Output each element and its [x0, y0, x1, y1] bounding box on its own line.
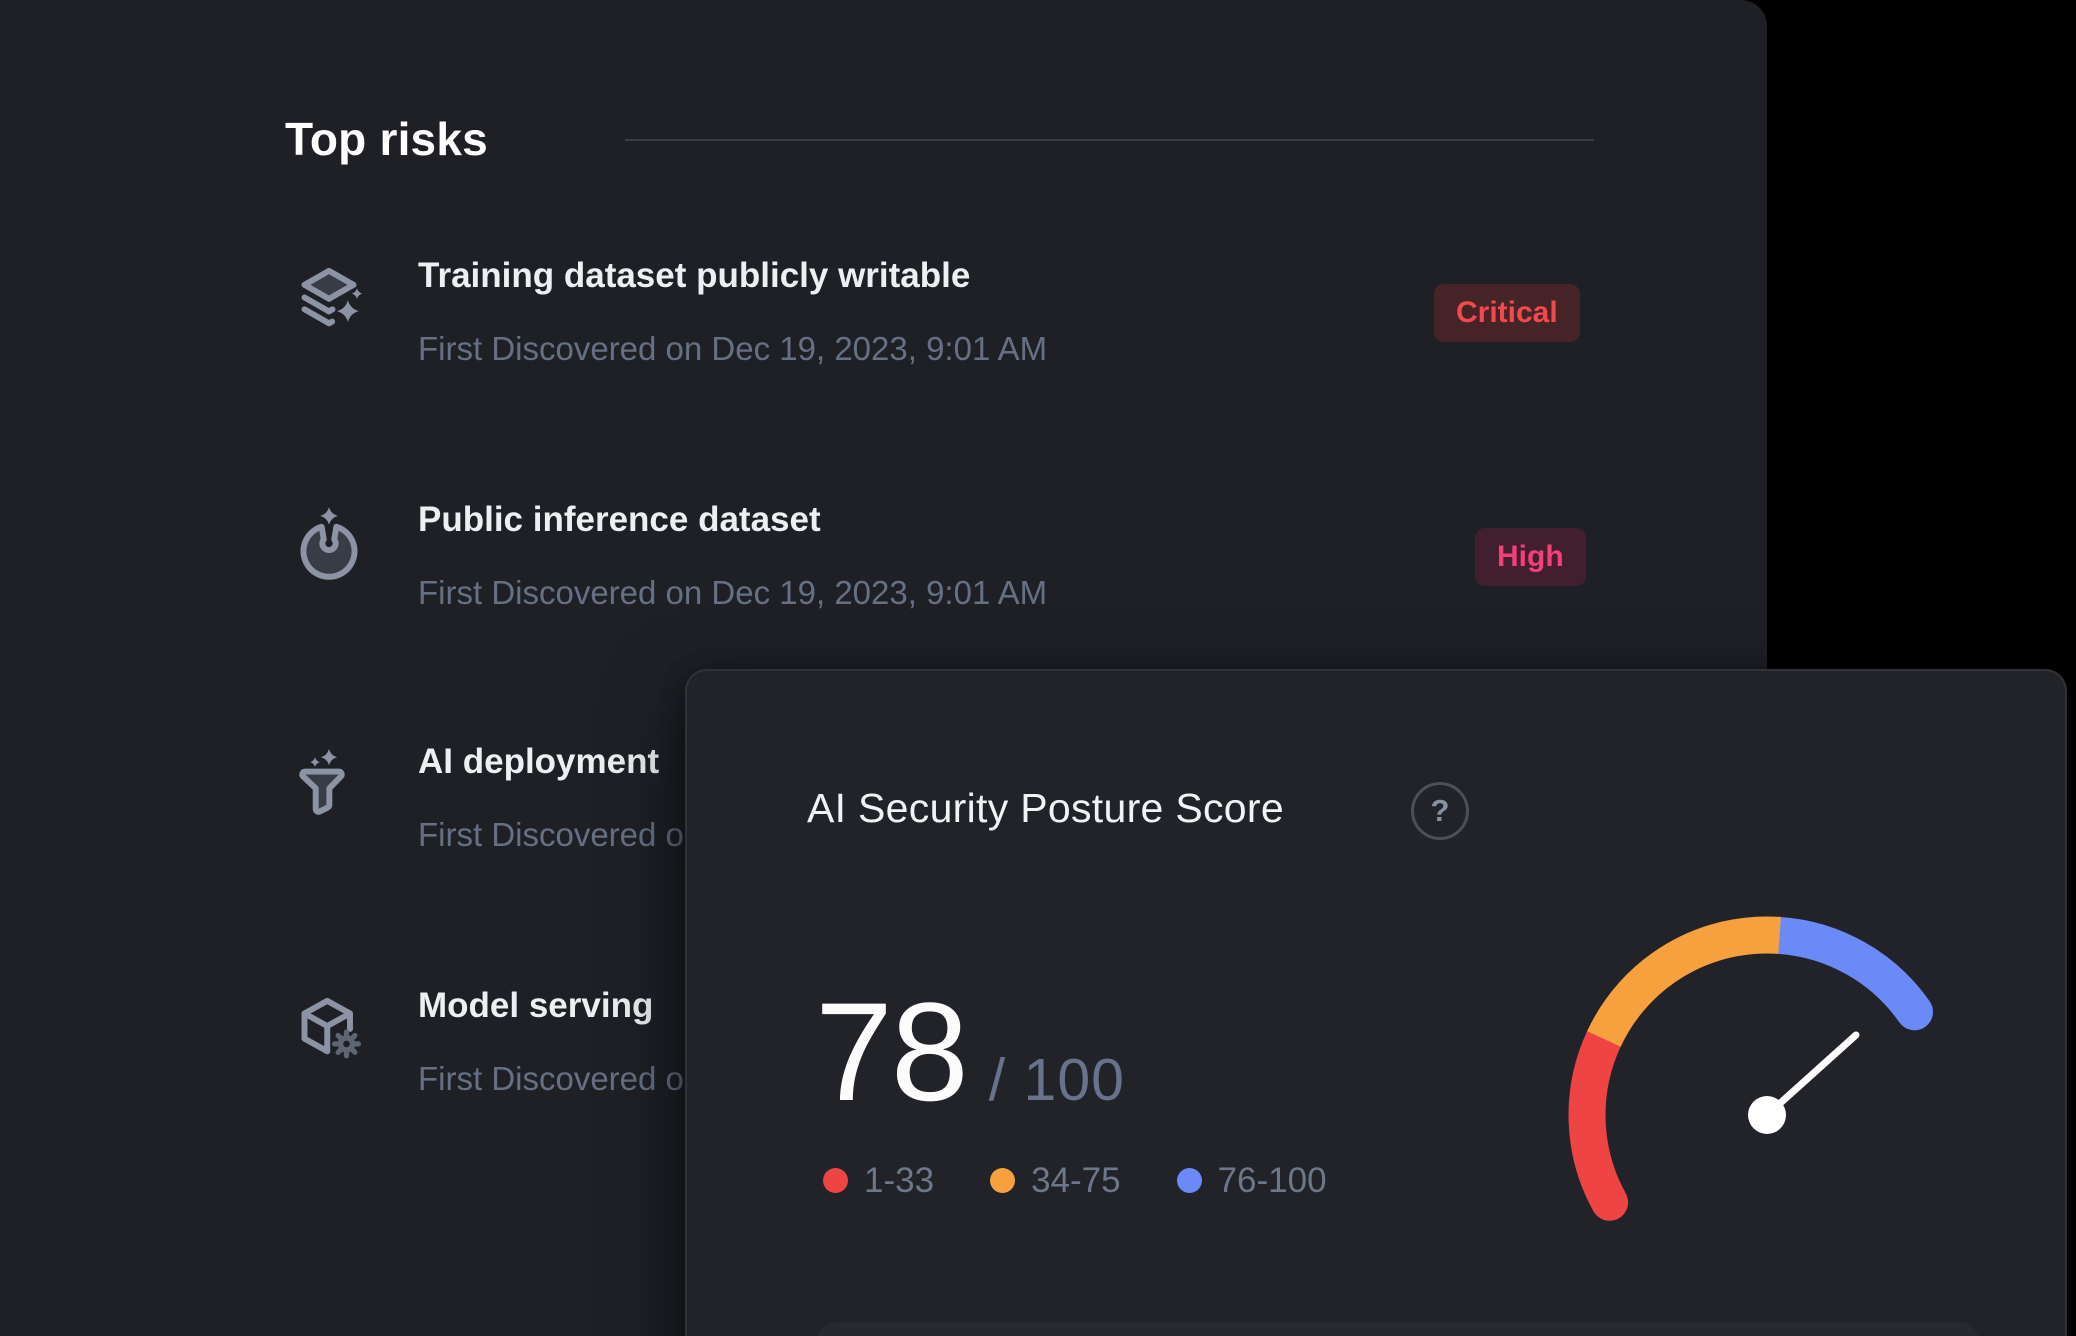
gauge-needle	[1748, 1031, 1860, 1134]
help-icon[interactable]: ?	[1411, 782, 1469, 840]
card-footer-section	[817, 1322, 1979, 1336]
risk-title: Model serving	[418, 986, 654, 1025]
score-value: 78	[815, 973, 969, 1130]
cube-gear-icon	[287, 990, 371, 1074]
risk-title: Training dataset publicly writable	[418, 256, 971, 295]
top-risks-heading: Top risks	[285, 113, 488, 165]
ai-security-posture-score-card: AI Security Posture Score ? 78 / 100 1-3…	[685, 669, 2067, 1336]
section-divider	[625, 139, 1594, 141]
gauge-segment-orange	[1587, 916, 1781, 1048]
risk-row-training-dataset[interactable]: Training dataset publicly writable First…	[0, 256, 1767, 408]
risk-title: AI deployment	[418, 742, 660, 781]
score-legend: 1-33 34-75 76-100	[823, 1163, 1327, 1198]
legend-item-low: 1-33	[823, 1163, 934, 1198]
dataset-layers-sparkle-icon	[287, 260, 371, 344]
score-display: 78 / 100	[815, 971, 1125, 1132]
orange-dot-icon	[990, 1168, 1016, 1193]
legend-item-medium: 34-75	[990, 1163, 1121, 1198]
severity-badge-high: High	[1475, 528, 1586, 586]
severity-badge-critical: Critical	[1434, 284, 1580, 342]
inference-notched-ring-sparkle-icon	[287, 504, 371, 588]
risk-row-public-inference[interactable]: Public inference dataset First Discovere…	[0, 500, 1767, 652]
score-max: / 100	[988, 1047, 1125, 1113]
risk-first-discovered: First Discovered on Dec 19, 2023, 9:01 A…	[418, 574, 1048, 611]
legend-label: 76-100	[1217, 1161, 1327, 1200]
score-gauge	[1537, 886, 1997, 1306]
red-dot-icon	[823, 1168, 848, 1193]
gauge-segment-red	[1568, 1020, 1629, 1221]
risk-title: Public inference dataset	[418, 500, 821, 539]
legend-item-high: 76-100	[1176, 1161, 1327, 1200]
funnel-sparkles-icon	[287, 746, 371, 830]
risk-first-discovered: First Discovered on Dec 19, 2023, 9:01 A…	[418, 330, 1048, 367]
card-title: AI Security Posture Score	[807, 785, 1284, 831]
legend-label: 1-33	[864, 1161, 935, 1200]
blue-dot-icon	[1176, 1168, 1202, 1193]
gauge-segment-blue	[1761, 916, 1933, 1031]
legend-label: 34-75	[1031, 1161, 1121, 1200]
